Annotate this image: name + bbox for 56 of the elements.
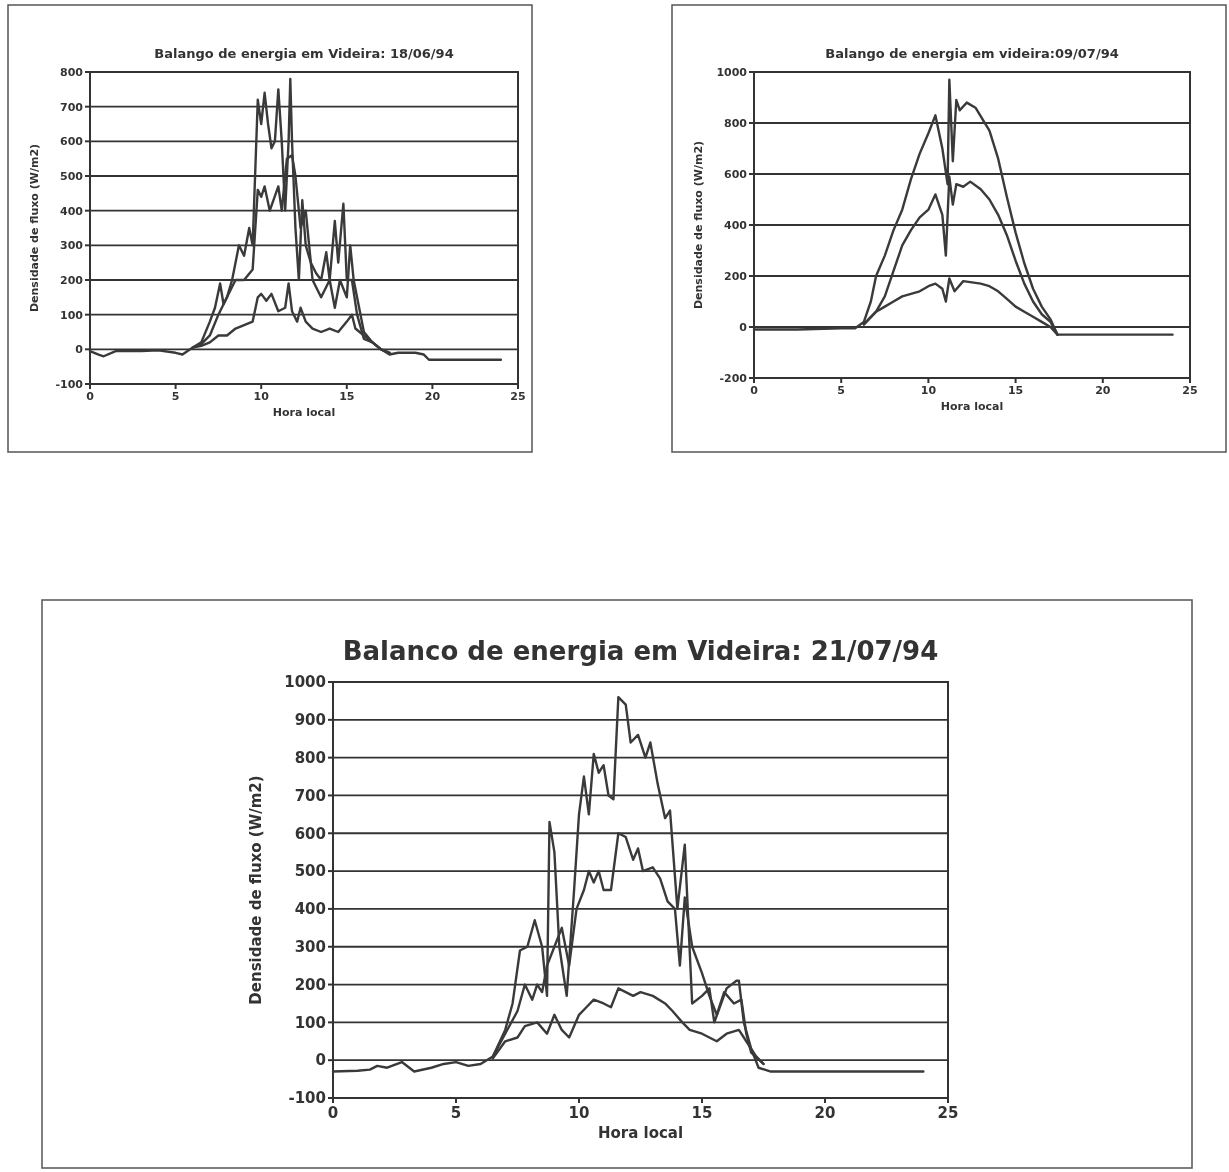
y-tick-label: 600: [724, 167, 748, 181]
y-tick-label: 200: [60, 273, 84, 287]
x-tick-label: 10: [920, 384, 937, 397]
chart-title: Balanco de energia em Videira: 21/07/94: [342, 636, 939, 666]
x-tick-label: 0: [750, 384, 759, 397]
y-tick-label: 600: [60, 135, 84, 149]
x-tick-label: 20: [814, 1104, 836, 1122]
y-tick-label: 400: [294, 900, 326, 919]
y-tick-label: 200: [294, 975, 326, 994]
x-tick-label: 20: [424, 390, 441, 403]
y-tick-label: 300: [294, 937, 326, 956]
y-tick-label: -100: [55, 377, 84, 391]
y-tick-label: 800: [294, 748, 326, 767]
y-axis-title: Densidade de fluxo (W/m2): [28, 143, 41, 313]
y-tick-label: 400: [724, 218, 748, 232]
y-tick-label: 700: [294, 786, 326, 805]
y-tick-label: -200: [719, 371, 748, 385]
y-tick-label: 0: [739, 320, 748, 334]
x-tick-label: 15: [1007, 384, 1024, 397]
y-tick-label: -100: [288, 1089, 326, 1108]
y-tick-label: 900: [294, 711, 326, 730]
y-tick-label: 100: [294, 1013, 326, 1032]
y-tick-label: 700: [60, 100, 84, 114]
y-tick-label: 800: [60, 65, 84, 79]
x-axis-title: Hora local: [940, 400, 1004, 413]
y-tick-label: 0: [75, 343, 84, 357]
chart-title: Balango de energia em Videira: 18/06/94: [154, 46, 454, 61]
y-tick-label: 300: [60, 239, 84, 253]
y-tick-label: 1000: [284, 673, 326, 692]
x-tick-label: 15: [339, 390, 355, 403]
x-axis-title: Hora local: [597, 1124, 684, 1142]
x-tick-label: 0: [327, 1104, 339, 1122]
x-tick-label: 5: [171, 390, 180, 403]
y-tick-label: 0: [315, 1051, 326, 1070]
x-tick-label: 10: [568, 1104, 590, 1122]
y-tick-label: 600: [294, 824, 326, 843]
x-tick-label: 25: [1182, 384, 1198, 397]
x-tick-label: 5: [450, 1104, 462, 1122]
x-tick-label: 0: [86, 390, 95, 403]
x-tick-label: 25: [510, 390, 526, 403]
x-tick-label: 5: [837, 384, 846, 397]
y-tick-label: 400: [60, 204, 84, 218]
x-tick-label: 15: [691, 1104, 713, 1122]
x-tick-label: 10: [253, 390, 270, 403]
x-axis-title: Hora local: [272, 406, 336, 419]
x-tick-label: 20: [1095, 384, 1111, 397]
y-tick-label: 500: [294, 862, 326, 881]
y-tick-label: 200: [724, 269, 748, 283]
x-tick-label: 25: [937, 1104, 959, 1122]
y-tick-label: 100: [60, 308, 84, 322]
chart-title: Balango de energia em videira:09/07/94: [825, 46, 1119, 61]
y-tick-label: 500: [60, 169, 84, 183]
y-axis-title: Densidade de fluxo (W/m2): [247, 775, 265, 1005]
y-tick-label: 1000: [716, 65, 748, 79]
y-axis-title: Densidade de fluxo (W/m2): [692, 140, 705, 310]
y-tick-label: 800: [724, 116, 748, 130]
